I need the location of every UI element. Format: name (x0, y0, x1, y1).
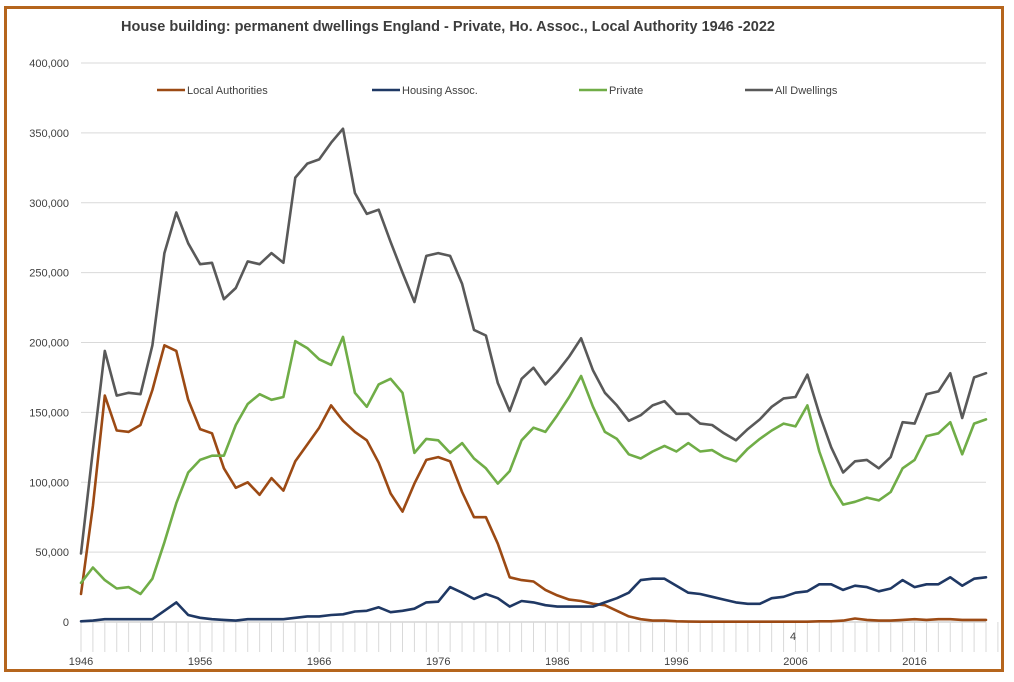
y-tick-label: 50,000 (35, 547, 69, 559)
y-tick-label: 150,000 (29, 407, 69, 419)
series-line-all-dwellings (79, 127, 988, 555)
series-line-private (79, 335, 988, 596)
y-tick-label: 400,000 (29, 58, 69, 70)
x-tick-label: 1976 (426, 656, 450, 668)
y-tick-label: 0 (63, 617, 69, 629)
legend-label-private: Private (609, 85, 643, 97)
y-tick-label: 100,000 (29, 477, 69, 489)
stray-label: 4 (790, 631, 796, 643)
y-tick-label: 200,000 (29, 338, 69, 350)
y-tick-label: 300,000 (29, 198, 69, 210)
legend-label-housing-assoc: Housing Assoc. (402, 85, 478, 97)
legend-label-all-dwellings: All Dwellings (775, 85, 838, 97)
chart-title: House building: permanent dwellings Engl… (121, 19, 775, 35)
x-tick-label: 1986 (545, 656, 569, 668)
series-line-local-authorities (79, 343, 988, 624)
x-tick-label: 1956 (188, 656, 212, 668)
x-tick-label: 1946 (69, 656, 93, 668)
y-tick-label: 250,000 (29, 268, 69, 280)
legend-label-local-authorities: Local Authorities (187, 85, 268, 97)
x-tick-label: 1966 (307, 656, 331, 668)
y-tick-label: 350,000 (29, 128, 69, 140)
x-tick-label: 1996 (664, 656, 688, 668)
series-line-housing-assoc (79, 575, 988, 623)
x-tick-label: 2016 (902, 656, 926, 668)
x-tick-label: 2006 (783, 656, 807, 668)
